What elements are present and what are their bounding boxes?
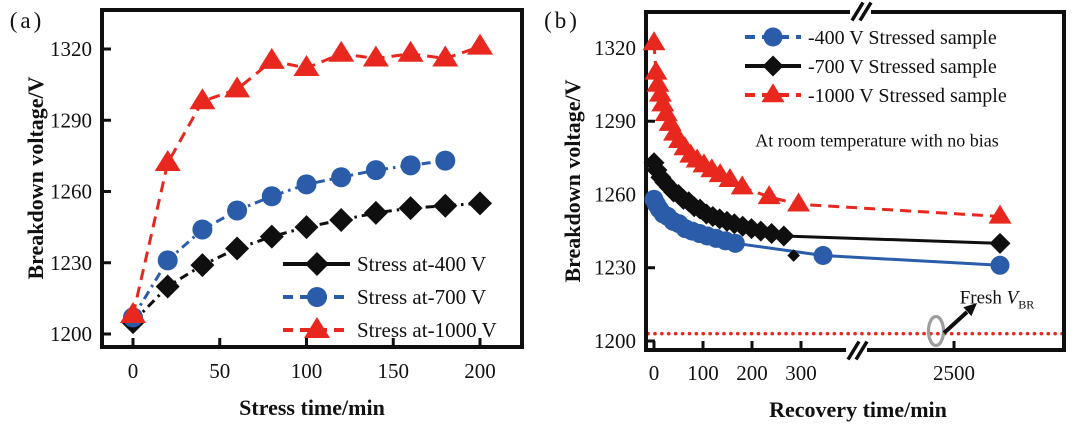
legend-label: Stress at-700 V [357,285,486,309]
panel-a-x-axis-title: Stress time/min [239,395,385,420]
x-tick-label: 100 [687,361,719,385]
plot-frame [100,8,524,349]
legend-label: -400 V Stressed sample [808,27,997,49]
x-tick-label: 0 [649,361,660,385]
y-tick-label: 1230 [594,256,636,280]
panel-a-plot: 0 50 100 150 200 1200 1230 1260 1290 1320 Stress a… [50,8,524,383]
legend-label: Stress at-1000 V [357,318,497,342]
y-tick-label: 1290 [50,108,92,132]
y-tick-label: 1320 [50,37,92,61]
series-line-1 [131,159,446,319]
panel-a-label: (a) [9,8,45,33]
fresh-vbr-arrowhead [963,303,977,317]
y-tick-label: 1200 [50,322,92,346]
y-tick-label: 1200 [594,329,636,353]
panel-b-plot: 0 100 200 300 2500 1200 1230 1260 1290 1320 -400 V… [594,1,1066,385]
legend: Stress at-400 V Stress at-700 V Stress at-… [283,252,497,342]
legend-label: Stress at-400 V [357,252,486,276]
x-tick-label: 300 [785,361,817,385]
series-markers-2 [642,31,1012,224]
x-tick-label: 0 [128,359,139,383]
axis-break-mark [854,340,869,361]
room-temperature-annotation: At room temperature with no bias [755,130,999,151]
x-tick-label: 2500 [933,361,975,385]
panel-b-y-axis-title: Breakdown voltage/V [560,79,585,283]
x-tick-label: 100 [291,359,323,383]
legend-label: -700 V Stressed sample [808,56,997,78]
y-tick-label: 1260 [594,182,636,206]
panel-a-y-axis-title: Breakdown voltage/V [23,76,48,280]
fresh-vbr-prefix: Fresh [959,287,1007,309]
x-tick-label: 200 [736,361,768,385]
y-tick-label: 1230 [50,251,92,275]
fresh-vbr-arrow [942,310,969,335]
series-markers-0 [644,189,1010,275]
axis-break-mark [858,1,873,22]
legend: -400 V Stressed sample -700 V Stressed sa… [745,27,1007,107]
axis-break-mark [846,340,861,361]
panel-b-label: (b) [544,8,580,33]
series-markers-2 [120,33,493,323]
fresh-vbr-ellipse [926,314,946,348]
panel-b-x-axis-title: Recovery time/min [769,397,947,422]
x-tick-label: 200 [464,359,496,383]
fresh-vbr-subscript: BR [1018,297,1035,312]
x-tick-label: 150 [378,359,410,383]
y-tick-label: 1290 [594,109,636,133]
y-tick-label: 1320 [594,36,636,60]
legend-label: -1000 V Stressed sample [808,85,1007,107]
series-markers-1 [123,150,456,328]
y-tick-label: 1260 [50,180,92,204]
x-tick-label: 50 [209,359,230,383]
fresh-vbr-variable: V [1006,287,1019,309]
axis-break-mark [850,1,865,22]
series-markers-1 [643,152,1011,262]
fresh-vbr-annotation: Fresh VBR [960,288,1035,313]
